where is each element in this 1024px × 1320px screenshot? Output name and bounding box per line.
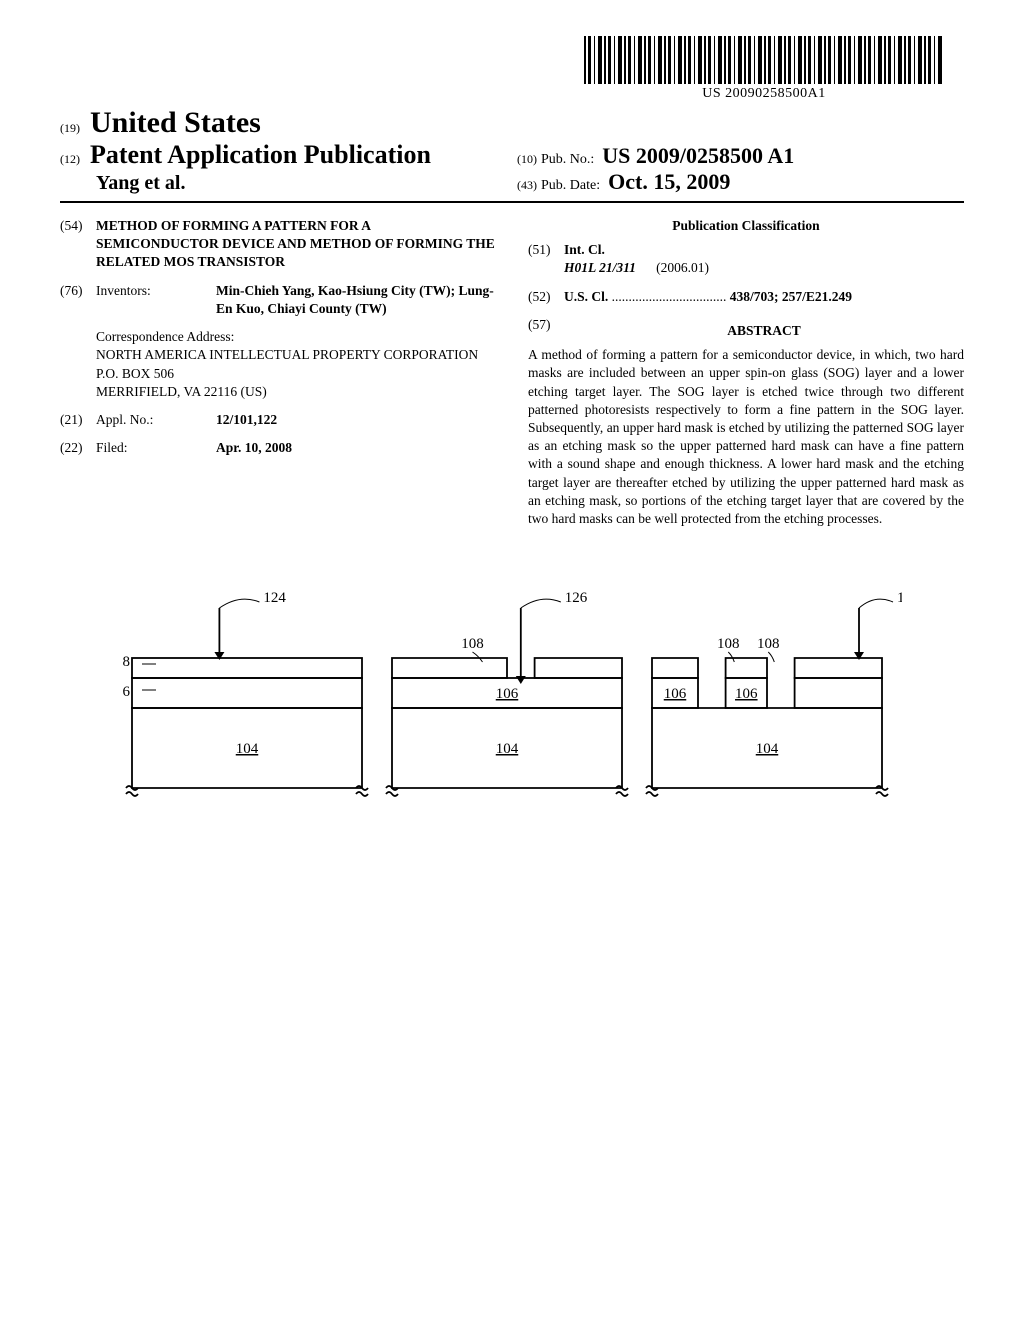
svg-text:106: 106 [735, 686, 758, 702]
code-19: (19) [60, 121, 80, 135]
field-54: (54) METHOD OF FORMING A PATTERN FOR A S… [60, 217, 496, 272]
pubdate-label: Pub. Date: [541, 178, 600, 193]
svg-text:124: 124 [263, 590, 286, 606]
barcode-area: US 20090258500A1 [584, 36, 944, 102]
svg-text:108: 108 [461, 636, 484, 652]
us-cl-value: 438/703; 257/E21.249 [730, 289, 852, 304]
publication-date: Oct. 15, 2009 [608, 169, 730, 194]
field-21-label: Appl. No.: [96, 411, 216, 429]
field-76-label: Inventors: [96, 282, 216, 318]
svg-text:104: 104 [756, 741, 779, 757]
int-cl-label: Int. Cl. [564, 242, 605, 257]
correspondence-address: Correspondence Address: NORTH AMERICA IN… [96, 328, 496, 401]
field-51-num: (51) [528, 241, 564, 277]
abstract-head: ABSTRACT [564, 322, 964, 340]
barcode-text: US 20090258500A1 [584, 86, 944, 102]
corr-line-2: P.O. BOX 506 [96, 365, 496, 383]
invention-title: METHOD OF FORMING A PATTERN FOR A SEMICO… [96, 217, 496, 272]
pub-class-head: Publication Classification [528, 217, 964, 235]
int-cl-code: H01L 21/311 [564, 260, 636, 275]
abstract-text: A method of forming a pattern for a semi… [528, 346, 964, 528]
us-cl: U.S. Cl. ...............................… [564, 288, 964, 306]
application-number: 12/101,122 [216, 412, 277, 427]
pubno-label: Pub. No.: [541, 152, 594, 167]
right-column: Publication Classification (51) Int. Cl.… [528, 217, 964, 528]
field-54-num: (54) [60, 217, 96, 272]
svg-text:106: 106 [122, 684, 131, 700]
code-43: (43) [517, 178, 537, 192]
svg-text:126: 126 [565, 590, 588, 606]
code-10: (10) [517, 152, 537, 166]
header-left: (19) United States (12) Patent Applicati… [60, 106, 507, 195]
field-21: (21) Appl. No.: 12/101,122 [60, 411, 496, 429]
svg-text:104: 104 [496, 741, 519, 757]
field-57: (57) ABSTRACT [528, 316, 964, 346]
int-cl-year: (2006.01) [656, 260, 709, 275]
publication-type: Patent Application Publication [90, 140, 431, 169]
us-cl-label: U.S. Cl. [564, 289, 608, 304]
bibliographic-columns: (54) METHOD OF FORMING A PATTERN FOR A S… [60, 217, 964, 528]
field-76: (76) Inventors: Min-Chieh Yang, Kao-Hsiu… [60, 282, 496, 318]
divider [60, 201, 964, 203]
field-22-num: (22) [60, 439, 96, 457]
svg-text:128: 128 [897, 590, 902, 606]
authors: Yang et al. [96, 172, 507, 195]
svg-text:108: 108 [122, 654, 130, 670]
header-right: (10) Pub. No.: US 2009/0258500 A1 (43) P… [507, 143, 964, 195]
corr-line-1: NORTH AMERICA INTELLECTUAL PROPERTY CORP… [96, 346, 496, 364]
svg-text:108: 108 [757, 636, 780, 652]
field-21-num: (21) [60, 411, 96, 429]
field-52: (52) U.S. Cl. ..........................… [528, 288, 964, 306]
field-57-num: (57) [528, 316, 564, 346]
svg-text:104: 104 [236, 741, 259, 757]
inventors: Min-Chieh Yang, Kao-Hsiung City (TW); Lu… [216, 282, 496, 318]
patent-figure: 104 108 106 124 104 106 108 126 104 106 106 108 108 1… [122, 578, 902, 838]
left-column: (54) METHOD OF FORMING A PATTERN FOR A S… [60, 217, 496, 528]
field-76-num: (76) [60, 282, 96, 318]
country: United States [90, 106, 261, 139]
publication-number: US 2009/0258500 A1 [602, 143, 794, 168]
figure-area: 104 108 106 124 104 106 108 126 104 106 106 108 108 1… [60, 578, 964, 838]
corr-head: Correspondence Address: [96, 328, 496, 346]
us-cl-dots: .................................. [608, 289, 730, 304]
corr-line-3: MERRIFIELD, VA 22116 (US) [96, 383, 496, 401]
field-22-label: Filed: [96, 439, 216, 457]
svg-text:106: 106 [496, 686, 519, 702]
barcode [584, 36, 944, 84]
svg-text:106: 106 [664, 686, 687, 702]
code-12: (12) [60, 152, 80, 166]
field-51: (51) Int. Cl. H01L 21/311 (2006.01) [528, 241, 964, 277]
header-block: (19) United States (12) Patent Applicati… [60, 106, 964, 195]
inventor-names: Min-Chieh Yang, Kao-Hsiung City (TW); Lu… [216, 283, 494, 316]
filing-date: Apr. 10, 2008 [216, 440, 292, 455]
svg-text:108: 108 [717, 636, 740, 652]
field-52-num: (52) [528, 288, 564, 306]
field-22: (22) Filed: Apr. 10, 2008 [60, 439, 496, 457]
int-cl: Int. Cl. H01L 21/311 (2006.01) [564, 241, 964, 277]
